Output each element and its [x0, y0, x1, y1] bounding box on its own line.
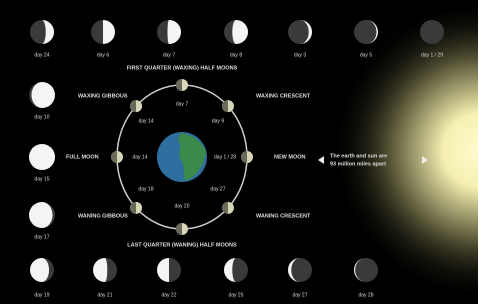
label: day 7	[176, 101, 188, 107]
label: NEW MOON	[274, 154, 305, 160]
label: day 21	[97, 292, 112, 298]
sun-note: 93 million miles apart	[330, 161, 386, 167]
label: day 1 / 29	[421, 52, 443, 58]
label: FIRST QUARTER (WAXING) HALF MOONS	[127, 65, 238, 71]
label: day 25	[228, 292, 243, 298]
label: day 27	[210, 186, 225, 192]
label: day 14	[138, 118, 153, 124]
label: day 27	[292, 292, 307, 298]
sun-note: The earth and sun are	[330, 153, 387, 159]
label: day 20	[174, 203, 189, 209]
label: day 28	[358, 292, 373, 298]
label: day 1 / 28	[214, 154, 236, 160]
label: day 9	[212, 118, 224, 124]
label: day 7	[163, 52, 175, 58]
sun-glow	[330, 0, 478, 304]
label: FULL MOON	[66, 154, 99, 160]
label: day 18	[138, 186, 153, 192]
label: day 8	[230, 52, 242, 58]
label: day 22	[161, 292, 176, 298]
label: day 5	[360, 52, 372, 58]
label: day 3	[294, 52, 306, 58]
moon-lit	[29, 144, 55, 170]
label: day 14	[132, 154, 147, 160]
moon-dark	[420, 20, 444, 44]
label: WANING CRESCENT	[256, 213, 311, 219]
label: day 17	[34, 234, 49, 240]
label: day 24	[34, 52, 49, 58]
label: WANING GIBBOUS	[78, 213, 128, 219]
label: day 10	[34, 114, 49, 120]
label: LAST QUARTER (WANING) HALF MOONS	[127, 242, 237, 248]
label: day 19	[34, 292, 49, 298]
label: day 15	[34, 176, 49, 182]
label: WAXING CRESCENT	[256, 93, 311, 99]
moon-phase-diagram: day 24 day 6 day 7 day 8 day 3 day 5 day 1 / 2…	[0, 0, 481, 307]
label: WAXING GIBBOUS	[78, 93, 128, 99]
label: day 6	[97, 52, 109, 58]
